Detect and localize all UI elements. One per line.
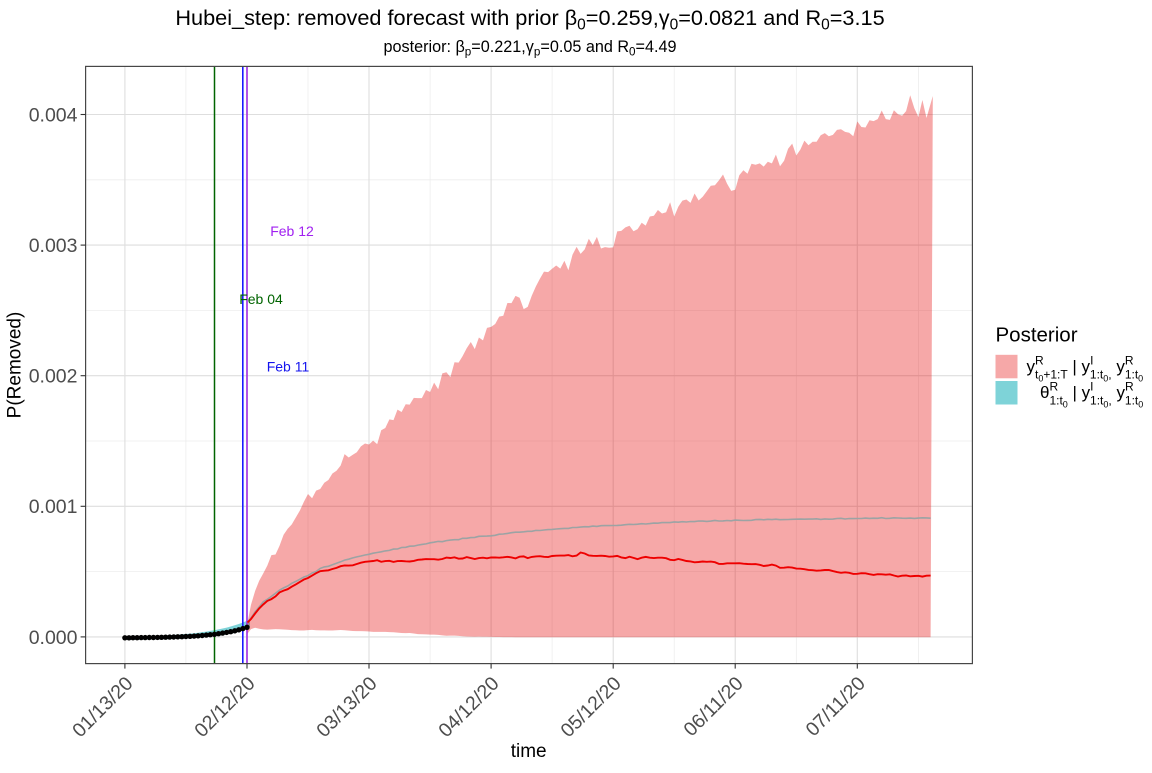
svg-text:0.000: 0.000: [29, 627, 78, 649]
svg-text:Feb 12: Feb 12: [270, 223, 314, 239]
svg-text:Feb 04: Feb 04: [239, 291, 283, 307]
svg-text:0.004: 0.004: [29, 104, 78, 126]
svg-text:θR1:t0 | yI1:t0, yR1:t0: θR 1:t0 | yI 1:t0, yR 1:t0: [1040, 380, 1143, 410]
svg-text:Posterior: Posterior: [996, 324, 1078, 347]
svg-text:0.002: 0.002: [29, 366, 78, 388]
svg-text:Hubei_step: removed forecast w: Hubei_step: removed forecast with prior …: [175, 5, 884, 34]
svg-text:posterior: βp=0.221,γp=0.05 an: posterior: βp=0.221,γp=0.05 and R0=4.49: [383, 38, 676, 59]
svg-text:time: time: [511, 741, 547, 762]
svg-text:0.003: 0.003: [29, 235, 78, 257]
svg-text:Feb 11: Feb 11: [267, 359, 310, 375]
svg-text:0.001: 0.001: [29, 496, 78, 518]
svg-text:P(Removed): P(Removed): [5, 312, 26, 419]
